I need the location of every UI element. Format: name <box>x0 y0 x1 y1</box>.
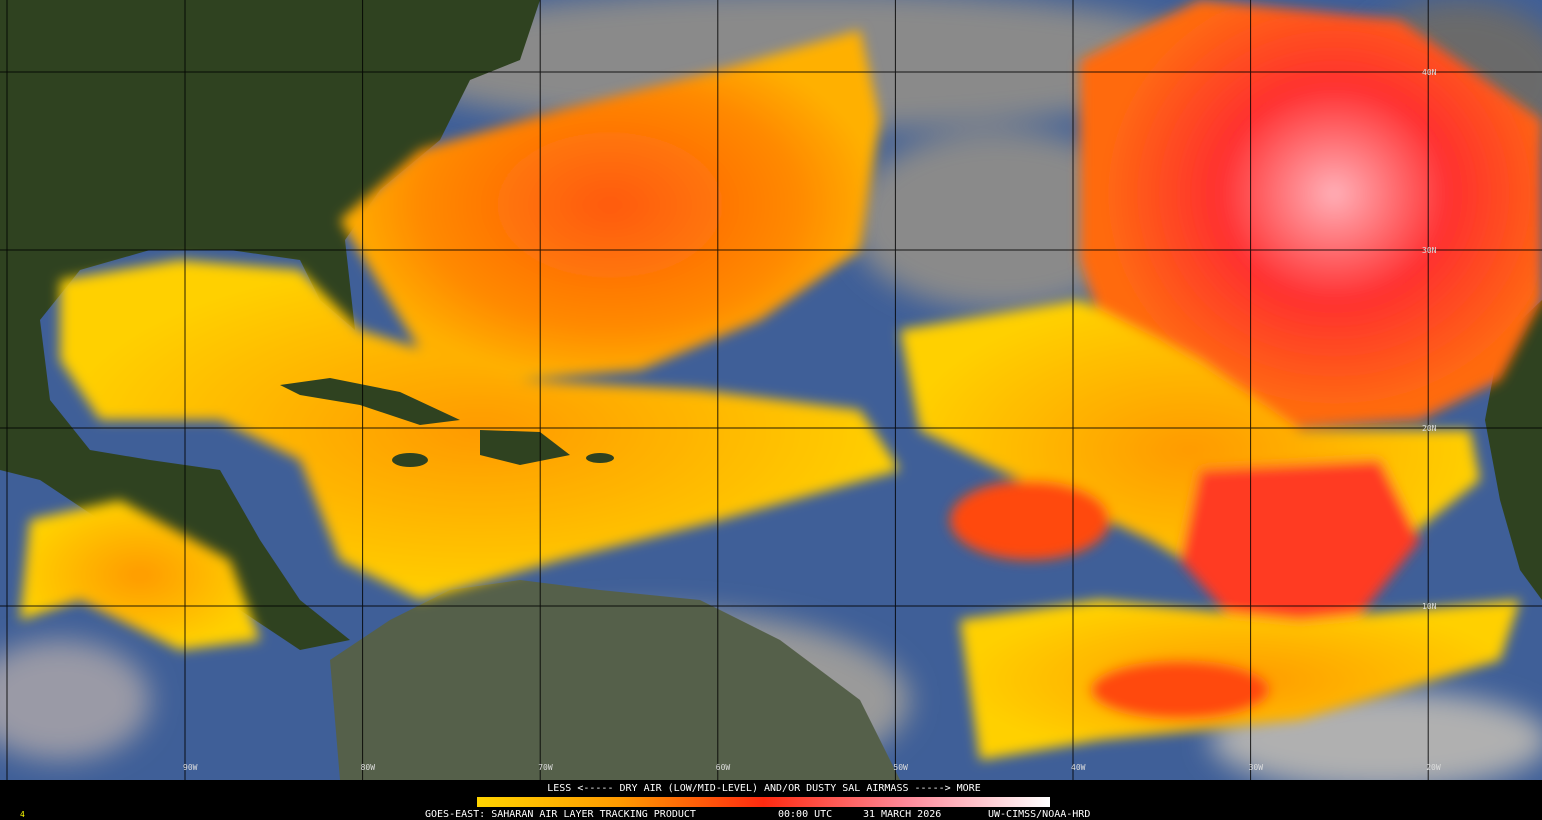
latitude-label: 20N <box>1422 424 1437 433</box>
longitude-label: 20W <box>1426 763 1441 772</box>
graticule-labels: 90W 80W 70W 60W 50W 40W 30W 20W 40N 30N 20N 10N <box>183 68 1441 772</box>
longitude-label: 80W <box>361 763 376 772</box>
time: 00:00 UTC <box>778 809 832 820</box>
latitude-label: 10N <box>1422 602 1437 611</box>
longitude-label: 50W <box>893 763 908 772</box>
graticule <box>0 0 1542 780</box>
imagery <box>0 0 1542 790</box>
product-name: GOES-EAST: SAHARAN AIR LAYER TRACKING PR… <box>425 809 696 820</box>
date: 31 MARCH 2026 <box>863 809 941 820</box>
corner-number: 4 <box>20 810 25 819</box>
latitude-label: 40N <box>1422 68 1437 77</box>
longitude-label: 70W <box>538 763 553 772</box>
credit: UW-CIMSS/NOAA-HRD <box>988 809 1090 820</box>
longitude-label: 90W <box>183 763 198 772</box>
latitude-label: 30N <box>1422 246 1437 255</box>
legend-bar: LESS <----- DRY AIR (LOW/MID-LEVEL) AND/… <box>0 780 1542 820</box>
longitude-label: 40W <box>1071 763 1086 772</box>
longitude-label: 60W <box>716 763 731 772</box>
legend-caption: LESS <----- DRY AIR (LOW/MID-LEVEL) AND/… <box>547 783 980 794</box>
color-scale <box>477 797 1050 807</box>
longitude-label: 30W <box>1249 763 1264 772</box>
